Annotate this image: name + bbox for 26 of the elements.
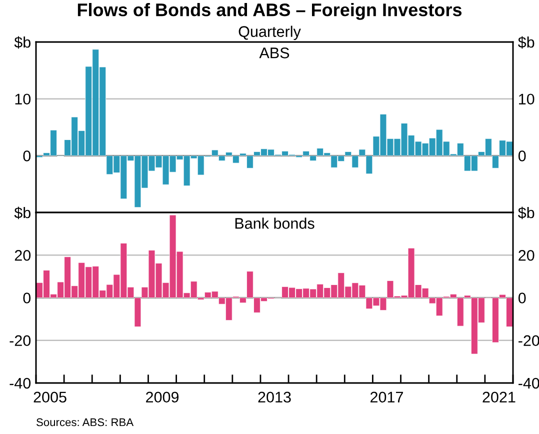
source-note: Sources: ABS: RBA bbox=[36, 418, 134, 426]
x-tick-label: 2005 bbox=[34, 392, 66, 403]
y2-tick-label: $b bbox=[518, 206, 534, 220]
y2-tick-label: -20 bbox=[518, 335, 539, 346]
chart-subtitle: Quarterly bbox=[238, 26, 301, 40]
y-tick-label: 20 bbox=[14, 250, 31, 261]
y-tick-label: $b bbox=[14, 206, 30, 220]
x-tick-label: 2013 bbox=[258, 392, 291, 403]
y-tick-label: 10 bbox=[15, 94, 31, 105]
y2-tick-label: 0 bbox=[518, 292, 526, 304]
annotation: ABS bbox=[259, 48, 290, 58]
y2-tick-label: 20 bbox=[518, 250, 534, 261]
y-tick-label: 0 bbox=[23, 150, 31, 162]
y-tick-label: -40 bbox=[10, 378, 31, 389]
y-tick-label: -20 bbox=[10, 335, 31, 346]
y2-tick-label: $b bbox=[518, 36, 534, 49]
y-tick-label: 0 bbox=[23, 292, 31, 304]
x-tick-label: 2021 bbox=[482, 392, 516, 403]
x-tick-label: 2017 bbox=[370, 392, 403, 403]
y2-tick-label: 10 bbox=[519, 94, 534, 105]
y-tick-label: $b bbox=[14, 36, 30, 49]
y2-tick-label: 0 bbox=[518, 150, 526, 162]
x-tick-label: 2009 bbox=[146, 392, 179, 403]
chart-title: Flows of Bonds and ABS – Foreign Investors bbox=[78, 3, 462, 20]
annotation: Bank bonds bbox=[235, 218, 314, 229]
y2-tick-label: -40 bbox=[518, 378, 539, 389]
